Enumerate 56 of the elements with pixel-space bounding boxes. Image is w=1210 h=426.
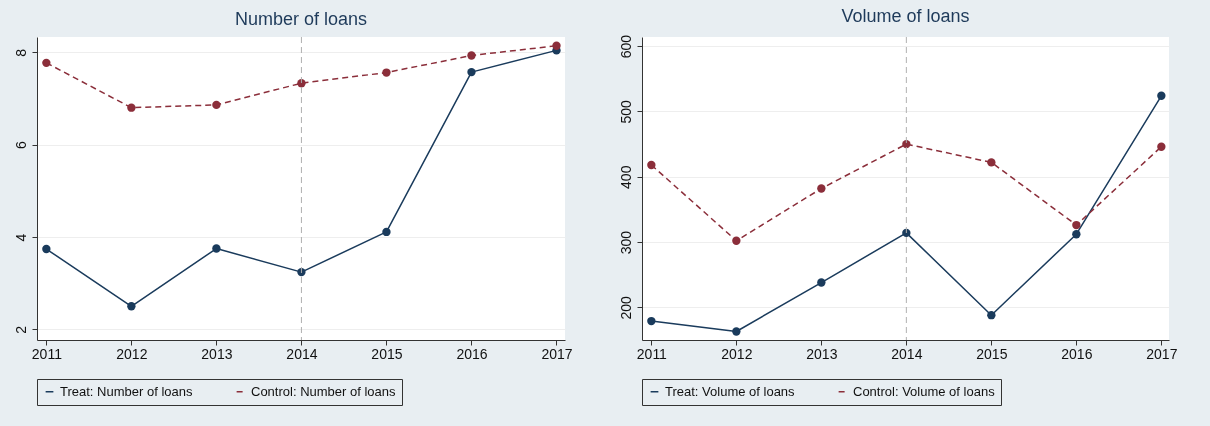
y-tick-label: 4: [12, 233, 29, 242]
x-tick-label: 2016: [456, 345, 488, 362]
point: [902, 228, 911, 238]
point: [552, 41, 561, 50]
point: [297, 267, 306, 277]
point: [1072, 220, 1081, 230]
point: [817, 278, 826, 287]
x-tick-label: 2017: [1146, 345, 1178, 362]
x-tick-label: 2015: [976, 345, 1008, 362]
y-tick-label: 300: [617, 230, 634, 255]
x-tick-label: 2011: [636, 345, 668, 362]
y-tick-label: 200: [617, 295, 634, 320]
y-tick-label: 400: [617, 165, 634, 189]
y-tick-label: 8: [12, 48, 29, 57]
point: [42, 244, 51, 254]
y-tick-label: 6: [12, 141, 29, 150]
chart-title: Number of loans: [234, 8, 368, 29]
point: [467, 51, 476, 60]
legend-label: Treat: Volume of loans: [665, 383, 796, 399]
point: [212, 244, 221, 253]
x-tick-label: 2013: [806, 345, 838, 362]
point: [1157, 142, 1166, 151]
point: [732, 236, 741, 245]
point: [732, 327, 741, 336]
point: [382, 227, 391, 237]
x-tick-label: 2017: [541, 345, 573, 362]
point: [647, 160, 656, 170]
point: [987, 311, 996, 320]
point: [1157, 91, 1166, 100]
point: [382, 68, 391, 77]
chart-title: Volume of loans: [841, 6, 970, 27]
y-tick-label: 500: [617, 100, 634, 124]
point: [987, 158, 996, 167]
x-tick-label: 2015: [371, 345, 403, 362]
point: [212, 100, 221, 110]
point: [817, 184, 826, 193]
point: [297, 79, 306, 88]
x-tick-label: 2012: [721, 345, 753, 362]
y-tick-label: 2: [12, 325, 29, 334]
y-tick-label: 600: [617, 34, 634, 59]
x-tick-label: 2016: [1061, 345, 1093, 362]
x-tick-label: 2012: [116, 345, 148, 362]
point: [42, 58, 51, 68]
x-tick-label: 2014: [891, 345, 923, 362]
legend-label: Control: Volume of loans: [853, 383, 996, 399]
point: [127, 103, 136, 112]
point: [1072, 230, 1081, 239]
point: [902, 139, 911, 149]
point: [647, 316, 656, 326]
point: [127, 302, 136, 311]
point: [467, 67, 476, 77]
x-tick-label: 2011: [31, 345, 63, 362]
x-tick-label: 2014: [286, 345, 318, 362]
x-tick-label: 2013: [201, 345, 233, 362]
legend-label: Treat: Number of loans: [60, 383, 193, 399]
legend-label: Control: Number of loans: [251, 383, 397, 399]
